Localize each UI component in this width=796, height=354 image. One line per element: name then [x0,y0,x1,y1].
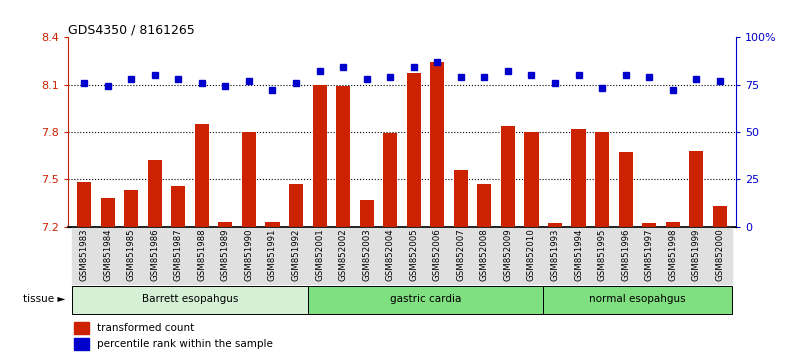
Bar [331,227,355,285]
Bar [525,132,539,227]
Text: transformed count: transformed count [97,322,194,333]
Bar [591,227,614,285]
Bar [284,227,308,285]
Bar [430,62,444,227]
Bar [685,227,708,285]
Bar [378,227,402,285]
Bar [708,227,732,285]
Text: gastric cardia: gastric cardia [390,295,461,304]
Bar [124,190,139,227]
Text: GSM851990: GSM851990 [244,228,253,281]
Bar [74,322,89,333]
Text: Barrett esopahgus: Barrett esopahgus [142,295,238,304]
Bar [218,222,232,227]
Text: GSM851994: GSM851994 [574,228,583,281]
Text: GSM852002: GSM852002 [338,228,348,281]
Bar [426,227,449,285]
Bar [100,198,115,227]
Bar [119,227,143,285]
Bar [543,286,732,314]
Bar [171,185,185,227]
Bar [548,223,562,227]
Text: GSM852004: GSM852004 [386,228,395,281]
Bar [614,227,638,285]
Bar [77,182,92,227]
Bar [501,126,515,227]
Bar [383,133,397,227]
Bar [712,206,727,227]
Text: GSM851993: GSM851993 [551,228,560,281]
Text: GSM851987: GSM851987 [174,228,183,281]
Text: GSM851997: GSM851997 [645,228,654,281]
Text: GSM851991: GSM851991 [268,228,277,281]
Bar [313,85,326,227]
Text: GSM851983: GSM851983 [80,228,88,281]
Bar [237,227,261,285]
Bar [661,227,685,285]
Text: GSM852009: GSM852009 [503,228,513,281]
Bar [308,227,331,285]
Bar [454,170,468,227]
Bar [265,222,279,227]
Text: percentile rank within the sample: percentile rank within the sample [97,339,273,349]
Bar [572,129,586,227]
Text: tissue ►: tissue ► [23,295,65,304]
Text: GSM852003: GSM852003 [362,228,371,281]
Bar [308,286,543,314]
Text: GSM851985: GSM851985 [127,228,136,281]
Bar [261,227,284,285]
Bar [355,227,378,285]
Text: GSM852007: GSM852007 [456,228,466,281]
Bar [213,227,237,285]
Bar [360,200,374,227]
Text: GSM852001: GSM852001 [315,228,324,281]
Bar [520,227,543,285]
Bar [72,227,96,285]
Text: GSM851996: GSM851996 [621,228,630,281]
Bar [190,227,213,285]
Text: GSM852005: GSM852005 [409,228,418,281]
Bar [642,223,656,227]
Bar [72,286,308,314]
Bar [242,132,256,227]
Bar [595,132,609,227]
Bar [543,227,567,285]
Text: GSM851984: GSM851984 [103,228,112,281]
Bar [166,227,190,285]
Bar [336,86,350,227]
Text: GSM852000: GSM852000 [716,228,724,281]
Bar [148,160,162,227]
Text: GSM852010: GSM852010 [527,228,536,281]
Text: GSM851995: GSM851995 [598,228,607,281]
Bar [143,227,166,285]
Text: GSM851988: GSM851988 [197,228,206,281]
Text: GSM851986: GSM851986 [150,228,159,281]
Bar [289,184,303,227]
Bar [567,227,591,285]
Bar [618,152,633,227]
Text: GSM851999: GSM851999 [692,228,700,281]
Bar [449,227,473,285]
Bar [478,184,491,227]
Text: normal esopahgus: normal esopahgus [589,295,685,304]
Bar [74,338,89,350]
Text: GSM852006: GSM852006 [433,228,442,281]
Bar [473,227,496,285]
Text: GDS4350 / 8161265: GDS4350 / 8161265 [68,23,194,36]
Bar [195,124,209,227]
Text: GSM851998: GSM851998 [668,228,677,281]
Text: GSM851992: GSM851992 [291,228,301,281]
Bar [496,227,520,285]
Bar [402,227,426,285]
Bar [638,227,661,285]
Bar [96,227,119,285]
Bar [665,222,680,227]
Text: GSM851989: GSM851989 [221,228,230,281]
Bar [407,74,421,227]
Text: GSM852008: GSM852008 [480,228,489,281]
Bar [689,151,704,227]
